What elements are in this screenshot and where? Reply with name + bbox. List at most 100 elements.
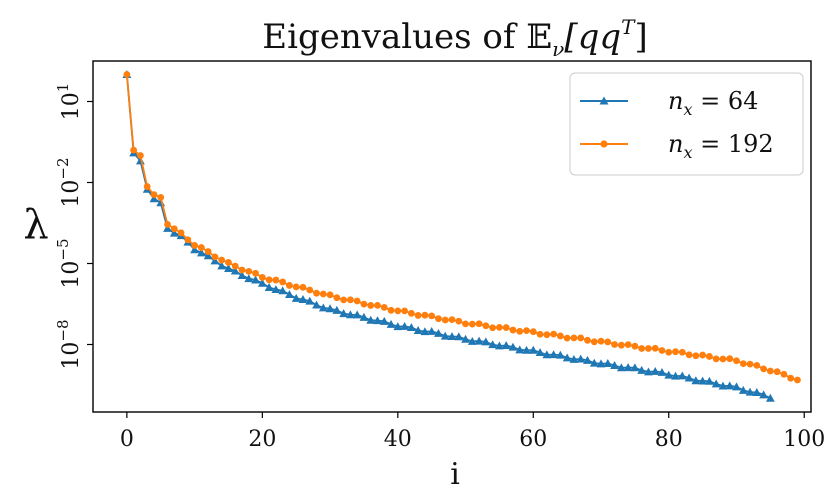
- series-0-point: [718, 381, 728, 390]
- series-0-point: [454, 332, 464, 341]
- series-1-point: [164, 220, 171, 228]
- legend-marker-series-1: [600, 140, 608, 148]
- series-1-point: [360, 300, 368, 308]
- series-0-point: [732, 382, 741, 391]
- series-0-point: [637, 365, 647, 374]
- series-1-point: [705, 353, 713, 360]
- series-1-point: [441, 316, 449, 324]
- series-0-point: [264, 283, 274, 291]
- series-1-point: [577, 334, 585, 342]
- x-tick-label: 20: [248, 427, 276, 452]
- series-1-point: [455, 317, 463, 325]
- series-0-point: [481, 337, 491, 346]
- series-0-point: [765, 393, 775, 402]
- legend-label-series-0: nx = 64: [668, 87, 758, 119]
- y-axis-label: λ: [23, 202, 48, 248]
- series-1-point: [238, 266, 246, 274]
- series-0-point: [332, 305, 342, 314]
- series-0-point: [434, 328, 443, 337]
- legend: nx = 64 nx = 192: [569, 72, 804, 176]
- series-1-point: [597, 337, 605, 345]
- series-0-point: [508, 342, 518, 351]
- series-1-point: [543, 331, 551, 339]
- series-0-point: [373, 316, 382, 325]
- series-0-point: [305, 296, 315, 305]
- series-1-point: [678, 348, 686, 356]
- series-0-point: [644, 367, 653, 376]
- series-1-point: [475, 320, 483, 328]
- y-tick-label: 10−8: [54, 319, 84, 369]
- series-0-point: [650, 366, 660, 375]
- series-0-point: [555, 350, 565, 359]
- series-1-point: [123, 71, 131, 78]
- series-1-point: [353, 297, 361, 305]
- series-0-point: [752, 388, 762, 396]
- series-0-point: [163, 224, 172, 232]
- series-0-point: [495, 341, 504, 350]
- series-0-point: [528, 345, 538, 354]
- plot-area: [92, 60, 812, 413]
- series-0-point: [217, 261, 227, 270]
- series-0-point: [603, 359, 613, 367]
- series-0-point: [359, 312, 369, 321]
- y-axis: 101 10−2 10−5 10−8: [54, 83, 93, 370]
- series-0-point: [725, 381, 735, 390]
- series-1-point: [584, 336, 591, 344]
- series-1-point: [550, 330, 558, 338]
- series-0-point: [325, 304, 335, 313]
- series-1-point: [306, 286, 314, 294]
- x-tick-label: 40: [384, 427, 412, 452]
- series-1-point: [733, 357, 740, 365]
- series-1-point: [712, 355, 720, 363]
- series-1-point: [739, 360, 747, 368]
- series-0-point: [210, 256, 220, 265]
- series-1-point: [245, 268, 253, 275]
- series-0-point: [501, 341, 511, 350]
- series-1-point: [617, 341, 625, 349]
- series-1-point: [760, 365, 767, 373]
- series-0-point: [759, 390, 768, 399]
- series-1-point: [374, 301, 381, 309]
- series-1-point: [780, 370, 788, 378]
- series-1-point: [651, 344, 659, 352]
- series-0-point: [271, 285, 281, 293]
- series-1-point: [794, 376, 801, 384]
- x-axis-label: i: [450, 457, 460, 492]
- series-1-point: [231, 262, 239, 270]
- series-0-point: [589, 358, 599, 367]
- series-1-point: [753, 361, 761, 369]
- series-0-point: [616, 363, 626, 372]
- series-1-point: [292, 283, 300, 291]
- series-0-point: [630, 363, 640, 372]
- series-0-point: [691, 376, 701, 385]
- series-1-point: [665, 348, 673, 356]
- series-0-point: [366, 315, 376, 324]
- series-1-point: [604, 338, 612, 346]
- series-0-point: [440, 331, 450, 340]
- series-1-point: [340, 296, 348, 304]
- series-0-point: [610, 361, 619, 369]
- series-1-point: [252, 269, 259, 277]
- series-1-point: [326, 291, 334, 299]
- x-axis: 0 20 40 60 80 100: [120, 412, 825, 452]
- series-1-point: [726, 355, 734, 363]
- series-1-point: [570, 334, 578, 342]
- series-0-point: [576, 354, 586, 363]
- series-0-point: [535, 348, 545, 357]
- series-0-point: [169, 228, 179, 237]
- series-1-point: [516, 327, 524, 335]
- x-tick-label: 60: [519, 427, 547, 452]
- y-tick-label: 10−2: [54, 157, 84, 207]
- series-0-point: [671, 371, 680, 380]
- series-1-point: [394, 307, 402, 315]
- series-1-point: [462, 320, 469, 328]
- series-1-point: [319, 290, 327, 298]
- series-1-point: [421, 311, 429, 319]
- series-1-point: [380, 303, 388, 311]
- series-1-point: [428, 312, 436, 320]
- series-0-point: [427, 326, 437, 335]
- series-1-point: [367, 302, 375, 309]
- series-1-point: [177, 229, 185, 237]
- series-1-point: [170, 225, 178, 233]
